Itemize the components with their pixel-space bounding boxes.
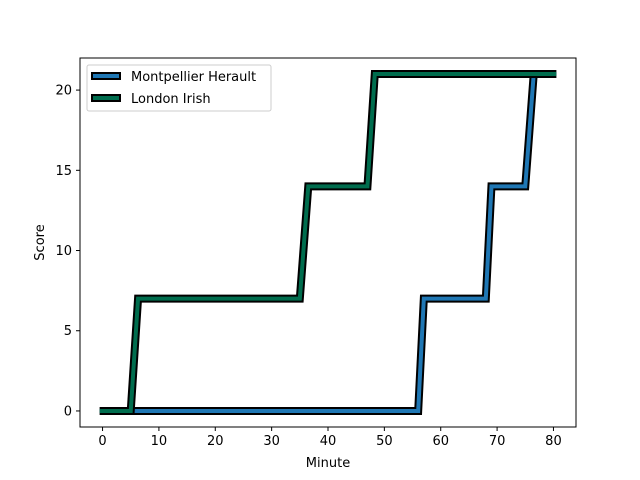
y-tick-label: 20 [55, 84, 72, 99]
legend: Montpellier Herault London Irish [87, 65, 271, 111]
x-axis-label: Minute [306, 456, 350, 471]
legend-entry-2-swatch [92, 95, 120, 101]
x-tick-label: 60 [432, 434, 449, 449]
y-tick-label: 10 [55, 244, 72, 259]
x-tick-label: 70 [489, 434, 506, 449]
x-tick-label: 0 [98, 434, 106, 449]
legend-entry-1-swatch [92, 73, 120, 79]
y-axis-label: Score [33, 224, 48, 260]
legend-entry-1-label: Montpellier Herault [131, 70, 256, 85]
legend-entry-2-label: London Irish [131, 92, 211, 107]
x-tick-label: 80 [545, 434, 562, 449]
y-tick-label: 5 [64, 324, 72, 339]
x-tick-label: 30 [263, 434, 280, 449]
y-tick-label: 15 [55, 164, 72, 179]
y-tick-label: 0 [64, 404, 72, 419]
x-tick-label: 40 [320, 434, 337, 449]
x-tick-label: 50 [376, 434, 393, 449]
x-tick-label: 20 [207, 434, 224, 449]
x-tick-label: 10 [151, 434, 168, 449]
